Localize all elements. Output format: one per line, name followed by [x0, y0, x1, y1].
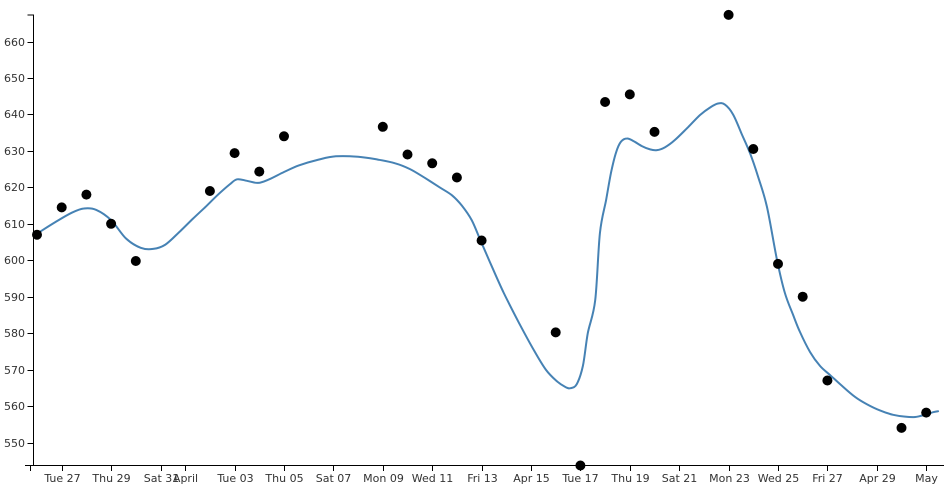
x-tick-label: May: [915, 472, 938, 485]
x-tick-label: Sat 21: [662, 472, 698, 485]
data-point: [402, 149, 413, 160]
data-point: [575, 460, 586, 471]
data-point: [377, 121, 388, 132]
x-tick-label: Thu 29: [91, 472, 130, 485]
data-point: [229, 148, 240, 159]
data-point: [723, 9, 734, 20]
data-point: [204, 186, 215, 196]
x-tick-label: Thu 19: [610, 472, 649, 485]
data-point: [279, 131, 289, 142]
y-axis-line: [27, 14, 34, 466]
x-tick-label: Fri 13: [467, 472, 498, 485]
data-point: [81, 189, 92, 200]
data-point: [624, 89, 635, 100]
y-tick-label: 590: [4, 291, 25, 304]
data-point: [550, 327, 561, 338]
data-point: [773, 258, 783, 269]
data-point: [427, 158, 438, 169]
x-tick-label: Apr 15: [513, 472, 550, 485]
data-point: [896, 422, 907, 433]
y-tick-label: 550: [4, 437, 25, 450]
y-tick-label: 640: [4, 108, 25, 121]
x-tick-label: Sat 07: [316, 472, 352, 485]
data-point: [451, 172, 462, 183]
data-point: [649, 126, 660, 137]
data-point: [106, 218, 117, 229]
y-tick-label: 570: [4, 364, 25, 377]
y-tick-label: 660: [4, 36, 25, 49]
y-tick-label: 620: [4, 181, 25, 194]
x-tick-label: Mon 23: [709, 472, 750, 485]
trend-line: [36, 102, 940, 419]
x-tick-label: Fri 27: [812, 472, 843, 485]
data-point: [254, 166, 265, 177]
data-point: [600, 97, 611, 107]
y-tick-label: 610: [4, 218, 25, 231]
data-point: [748, 144, 759, 154]
y-tick-label: 580: [4, 327, 25, 340]
data-point: [56, 202, 67, 213]
y-tick-label: 560: [4, 400, 25, 413]
data-point: [822, 375, 833, 386]
x-tick-label: Sat 31: [144, 472, 180, 485]
y-tick-label: 650: [4, 72, 25, 85]
data-point: [476, 235, 487, 246]
x-tick-label: Mon 09: [363, 472, 404, 485]
x-tick-label: Wed 11: [412, 472, 453, 485]
y-tick-label: 630: [4, 145, 25, 158]
x-tick-label: Thu 05: [264, 472, 303, 485]
data-point: [32, 229, 42, 240]
x-tick-label: April: [173, 472, 198, 485]
x-tick-label: Tue 17: [561, 472, 598, 485]
data-point: [921, 407, 932, 418]
x-tick-label: Apr 29: [859, 472, 896, 485]
x-tick-label: Tue 03: [216, 472, 253, 485]
x-tick-label: Tue 27: [43, 472, 80, 485]
y-tick-label: 600: [4, 254, 25, 267]
data-point: [130, 256, 141, 266]
x-tick-label: Wed 25: [758, 472, 799, 485]
data-point: [797, 291, 808, 302]
